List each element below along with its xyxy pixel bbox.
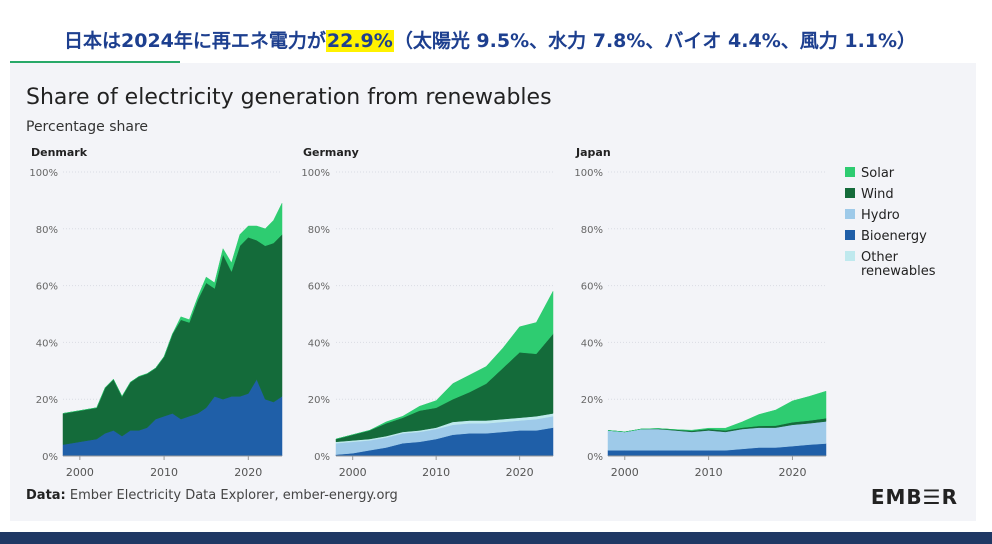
legend-swatch-wind — [845, 188, 855, 198]
ytick-germany: 100% — [301, 168, 330, 179]
legend-label-hydro: Hydro — [861, 208, 900, 223]
xtick-germany: 2010 — [422, 466, 450, 479]
legend-label-other-renewables: Other renewables — [861, 250, 936, 279]
legend-label-bioenergy: Bioenergy — [861, 229, 927, 244]
ytick-denmark: 40% — [36, 338, 58, 349]
chart-subtitle: Percentage share — [26, 119, 149, 135]
xtick-denmark: 2010 — [150, 466, 178, 479]
headline-text: 日本は2024年に再エネ電力が22.9%（太陽光 9.5%、水力 7.8%、バイ… — [64, 26, 916, 53]
bottom-bar — [0, 532, 992, 544]
ytick-japan: 80% — [581, 225, 603, 236]
ytick-germany: 80% — [308, 225, 330, 236]
ember-logo: EMB☰R — [870, 485, 958, 509]
area-germany-solar — [335, 291, 554, 440]
data-source-text: Ember Electricity Data Explorer, ember-e… — [69, 488, 398, 503]
ytick-japan: 0% — [587, 452, 603, 463]
ytick-germany: 20% — [308, 395, 330, 406]
xtick-denmark: 2020 — [234, 466, 262, 479]
ytick-denmark: 20% — [36, 395, 58, 406]
headline-banner: 日本は2024年に再エネ電力が22.9%（太陽光 9.5%、水力 7.8%、バイ… — [0, 0, 992, 70]
data-source-label: Data: — [26, 488, 66, 503]
area-japan-solar — [607, 390, 827, 433]
ytick-japan: 60% — [581, 282, 603, 293]
xtick-germany: 2000 — [339, 466, 367, 479]
headline-before: 日本は2024年に再エネ電力が — [64, 30, 326, 52]
headline-after: （太陽光 9.5%、水力 7.8%、バイオ 4.4%、風力 1.1%） — [393, 30, 917, 52]
panel-title-germany: Germany — [303, 146, 359, 159]
ytick-germany: 0% — [314, 452, 330, 463]
xtick-japan: 2010 — [695, 466, 723, 479]
ytick-germany: 40% — [308, 338, 330, 349]
legend-label-solar: Solar — [861, 166, 895, 181]
area-denmark-solar — [62, 203, 283, 414]
ytick-germany: 60% — [308, 282, 330, 293]
ytick-denmark: 0% — [42, 452, 58, 463]
legend-swatch-hydro — [845, 209, 855, 219]
chart-title: Share of electricity generation from ren… — [26, 85, 552, 110]
ytick-denmark: 80% — [36, 225, 58, 236]
xtick-japan: 2000 — [611, 466, 639, 479]
legend-label-wind: Wind — [861, 187, 894, 202]
ytick-denmark: 60% — [36, 282, 58, 293]
legend-swatch-other-renewables — [845, 251, 855, 261]
legend-swatch-solar — [845, 167, 855, 177]
area-japan-hydro — [607, 421, 827, 451]
ytick-japan: 20% — [581, 395, 603, 406]
panel-title-japan: Japan — [575, 146, 611, 159]
data-source: Data: Ember Electricity Data Explorer, e… — [26, 488, 398, 503]
xtick-germany: 2020 — [506, 466, 534, 479]
ytick-japan: 40% — [581, 338, 603, 349]
headline-highlight: 22.9% — [325, 30, 394, 52]
legend-swatch-bioenergy — [845, 230, 855, 240]
xtick-denmark: 2000 — [66, 466, 94, 479]
ytick-japan: 100% — [574, 168, 603, 179]
ytick-denmark: 100% — [29, 168, 58, 179]
panel-title-denmark: Denmark — [31, 146, 88, 159]
xtick-japan: 2020 — [778, 466, 806, 479]
